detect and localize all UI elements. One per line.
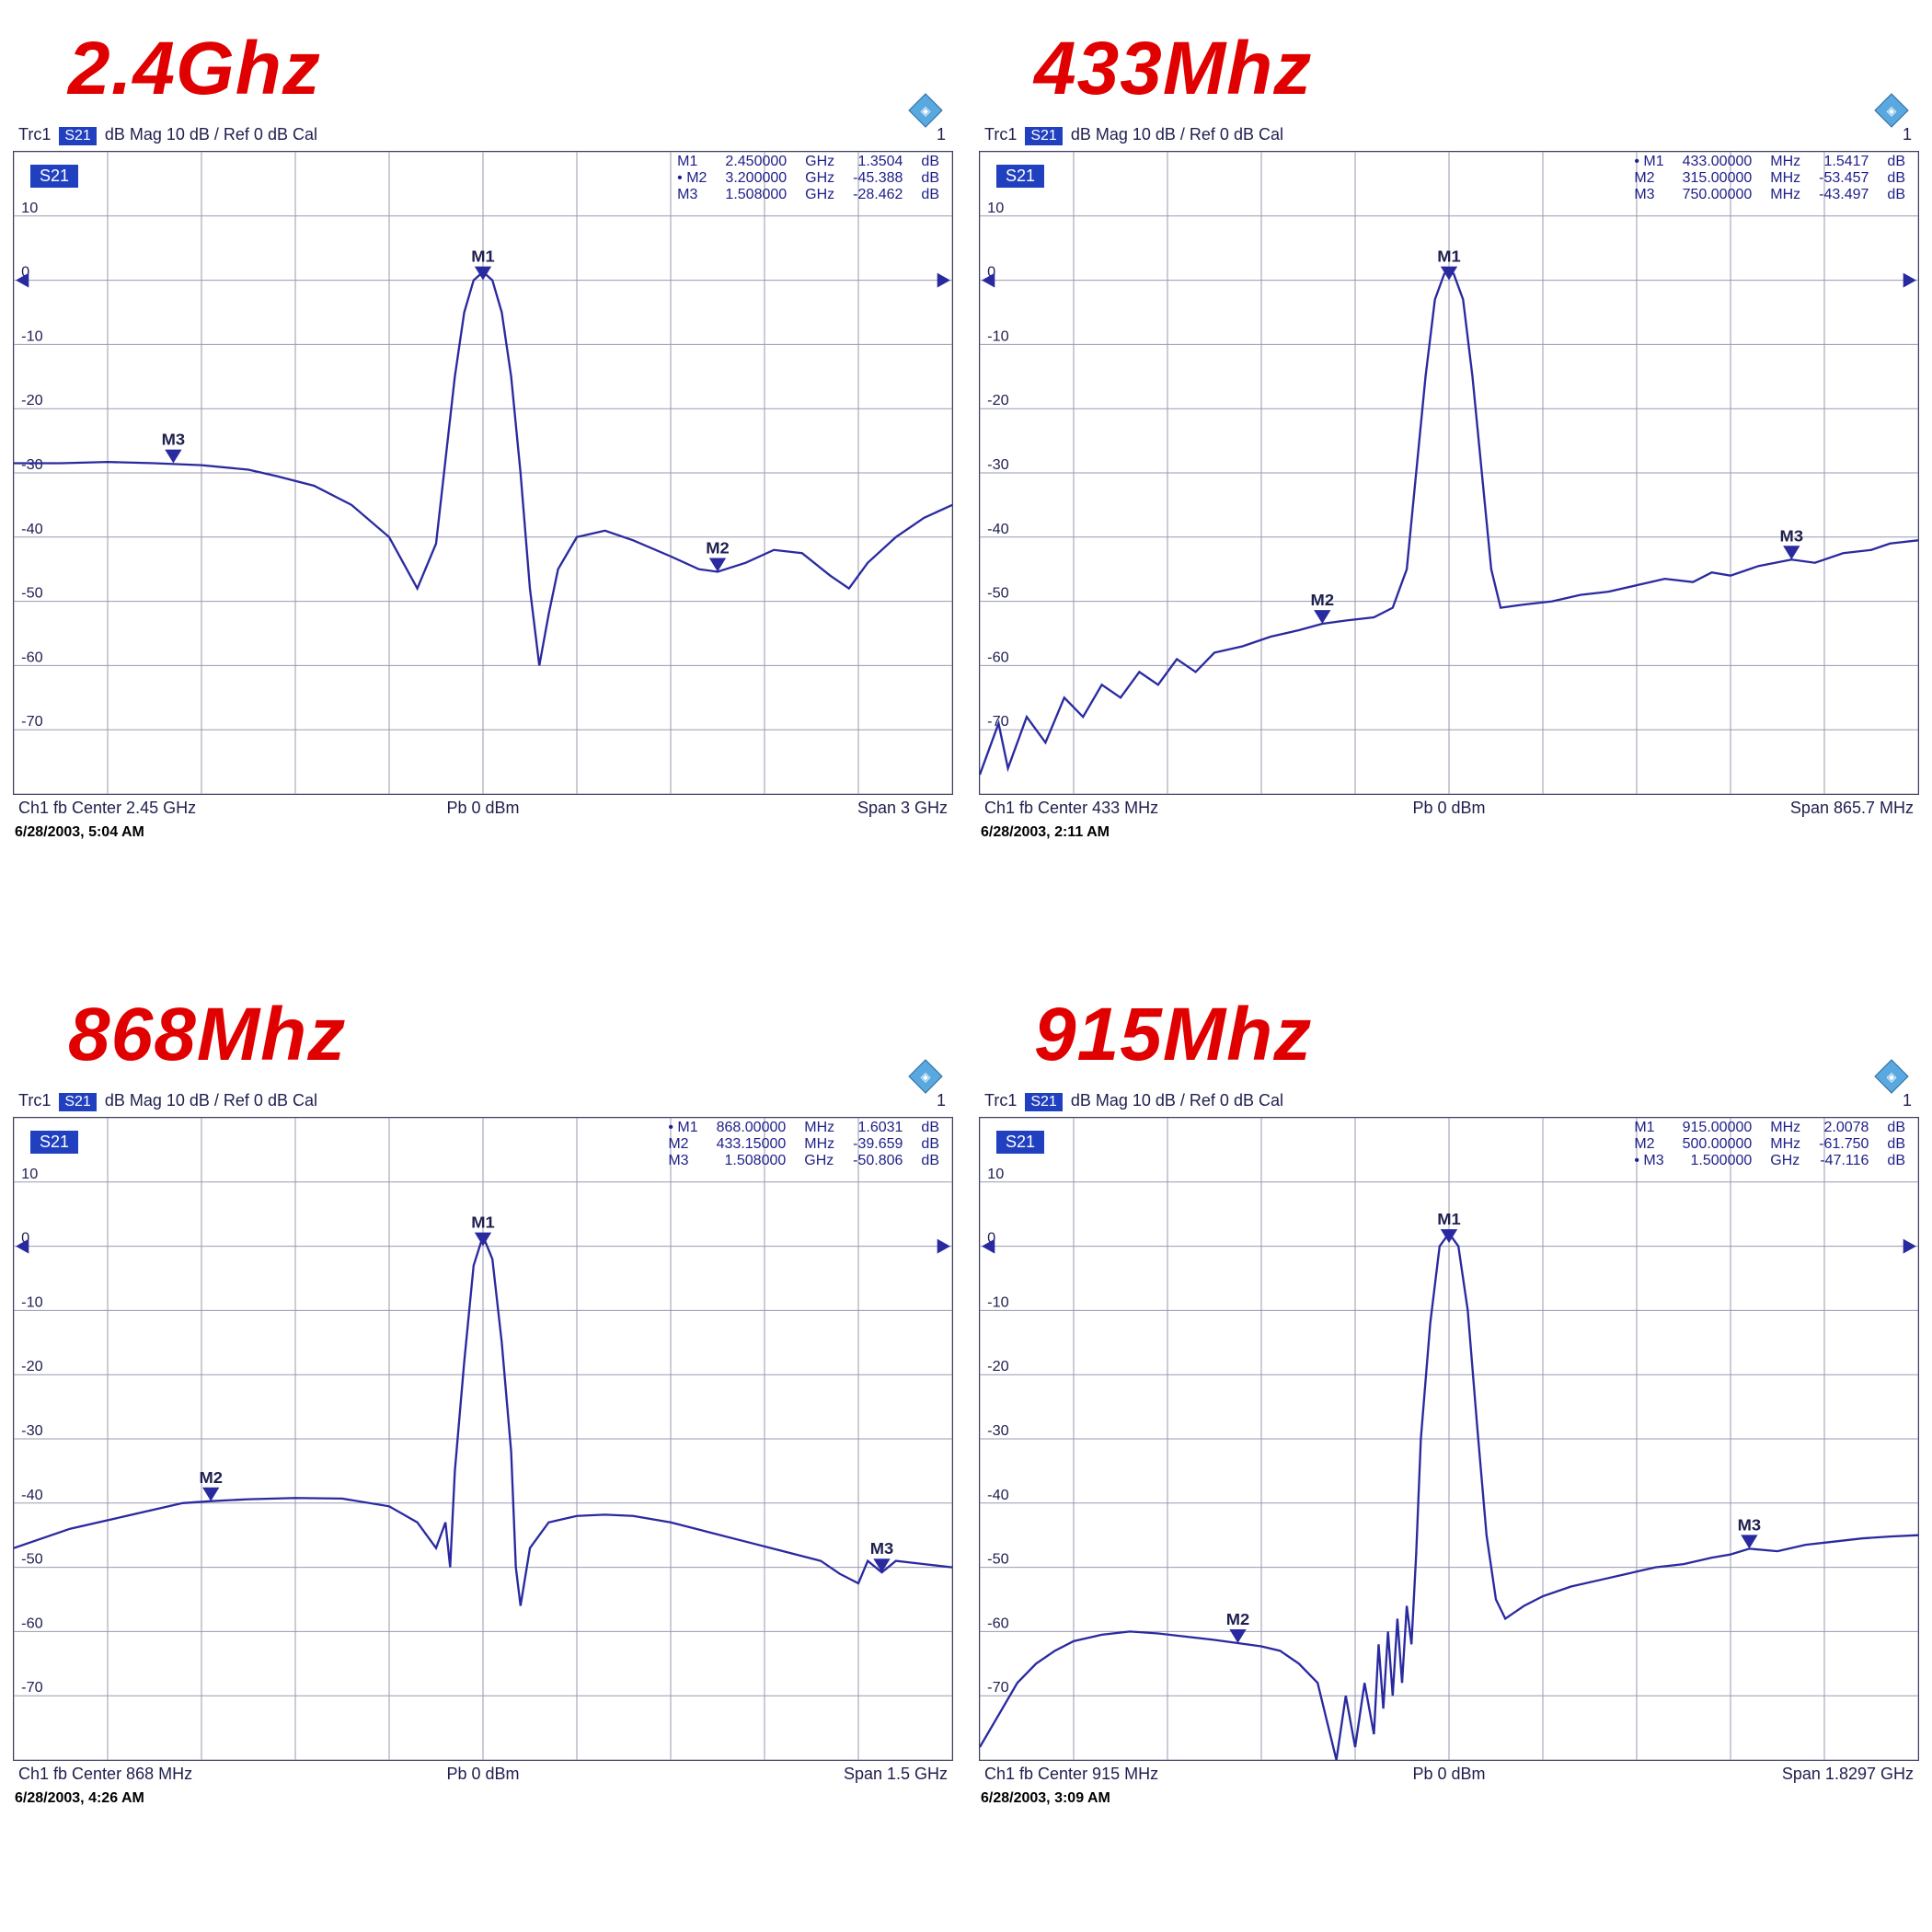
svg-text:10: 10 [21, 200, 38, 216]
svg-text:-40: -40 [21, 521, 43, 537]
svg-text:M3: M3 [1738, 1516, 1761, 1535]
trace-header: Trc1 S21 dB Mag 10 dB / Ref 0 dB Cal [984, 1091, 1283, 1111]
marker-row: M1915.00000MHz2.0078dB [1625, 1120, 1915, 1136]
s21-badge: S21 [30, 165, 78, 188]
s21-tag: S21 [59, 1093, 96, 1111]
svg-text:◈: ◈ [1887, 1069, 1897, 1084]
marker-row: M2500.00000MHz-61.750dB [1625, 1136, 1915, 1153]
svg-text:-10: -10 [987, 1294, 1009, 1311]
marker-row: M3750.00000MHz-43.497dB [1625, 187, 1915, 203]
channel-number: 1 [1903, 1091, 1912, 1110]
svg-text:M3: M3 [870, 1539, 893, 1558]
svg-text:-10: -10 [21, 328, 43, 345]
chart-footer: Ch1 fb Center 868 MHzPb 0 dBmSpan 1.5 GH… [13, 1761, 953, 1788]
marker-row: M2315.00000MHz-53.457dB [1625, 170, 1915, 187]
svg-text:10: 10 [987, 200, 1004, 216]
svg-text:-20: -20 [21, 392, 43, 408]
marker-row: • M1433.00000MHz1.5417dB [1625, 154, 1915, 170]
s21-badge: S21 [30, 1131, 78, 1154]
svg-text:-70: -70 [21, 1679, 43, 1696]
panel-p868: 868Mhz◈ Trc1 S21 dB Mag 10 dB / Ref 0 dB … [0, 966, 966, 1932]
svg-text:◈: ◈ [921, 1069, 931, 1084]
svg-text:-50: -50 [21, 585, 43, 602]
svg-text:-30: -30 [987, 1422, 1009, 1439]
marker-readout-table: M12.450000GHz1.3504dB• M23.200000GHz-45.… [668, 154, 949, 203]
svg-text:◈: ◈ [921, 103, 931, 118]
plot-area: S21 M1915.00000MHz2.0078dBM2500.00000MHz-… [979, 1117, 1919, 1761]
svg-text:-40: -40 [987, 1487, 1009, 1503]
svg-text:M2: M2 [1226, 1610, 1249, 1628]
svg-text:M1: M1 [1437, 247, 1460, 266]
chart-title: 868Mhz [68, 992, 953, 1078]
channel-number: 1 [1903, 125, 1912, 144]
svg-text:-40: -40 [21, 1487, 43, 1503]
s21-badge: S21 [996, 1131, 1044, 1154]
svg-text:M1: M1 [471, 1213, 494, 1232]
svg-text:◈: ◈ [1887, 103, 1897, 118]
timestamp: 6/28/2003, 3:09 AM [979, 1790, 1919, 1807]
svg-text:-50: -50 [21, 1551, 43, 1568]
chart-title: 433Mhz [1034, 26, 1919, 112]
svg-text:-60: -60 [987, 650, 1009, 666]
chart-footer: Ch1 fb Center 433 MHzPb 0 dBmSpan 865.7 … [979, 795, 1919, 822]
s21-tag: S21 [1025, 1093, 1062, 1111]
plot-area: S21 • M1868.00000MHz1.6031dBM2433.15000MH… [13, 1117, 953, 1761]
svg-text:-20: -20 [987, 1358, 1009, 1374]
timestamp: 6/28/2003, 4:26 AM [13, 1790, 953, 1807]
chart-footer: Ch1 fb Center 915 MHzPb 0 dBmSpan 1.8297… [979, 1761, 1919, 1788]
svg-text:-70: -70 [21, 713, 43, 730]
marker-row: M31.508000GHz-50.806dB [659, 1153, 949, 1169]
marker-row: • M31.500000GHz-47.116dB [1625, 1153, 1915, 1169]
svg-text:M3: M3 [1780, 526, 1803, 545]
timestamp: 6/28/2003, 2:11 AM [979, 824, 1919, 841]
channel-number: 1 [937, 1091, 946, 1110]
svg-text:M1: M1 [1437, 1210, 1460, 1228]
marker-readout-table: M1915.00000MHz2.0078dBM2500.00000MHz-61.… [1625, 1120, 1915, 1169]
svg-text:-50: -50 [987, 585, 1009, 602]
svg-text:M2: M2 [199, 1468, 222, 1487]
channel-number: 1 [937, 125, 946, 144]
trace-header: Trc1 S21 dB Mag 10 dB / Ref 0 dB Cal [18, 125, 317, 145]
svg-text:-70: -70 [987, 1679, 1009, 1696]
svg-text:10: 10 [987, 1166, 1004, 1182]
chart-footer: Ch1 fb Center 2.45 GHzPb 0 dBmSpan 3 GHz [13, 795, 953, 822]
svg-text:10: 10 [21, 1166, 38, 1182]
svg-text:-60: -60 [21, 650, 43, 666]
svg-text:M3: M3 [162, 431, 185, 449]
plot-area: S21 • M1433.00000MHz1.5417dBM2315.00000MH… [979, 151, 1919, 795]
marker-readout-table: • M1868.00000MHz1.6031dBM2433.15000MHz-3… [659, 1120, 949, 1169]
timestamp: 6/28/2003, 5:04 AM [13, 824, 953, 841]
svg-text:-30: -30 [21, 456, 43, 473]
marker-row: M2433.15000MHz-39.659dB [659, 1136, 949, 1153]
svg-text:-30: -30 [21, 1422, 43, 1439]
svg-text:-10: -10 [987, 328, 1009, 345]
svg-text:-30: -30 [987, 456, 1009, 473]
svg-text:-10: -10 [21, 1294, 43, 1311]
trace-header: Trc1 S21 dB Mag 10 dB / Ref 0 dB Cal [984, 125, 1283, 145]
marker-row: M12.450000GHz1.3504dB [668, 154, 949, 170]
s21-badge: S21 [996, 165, 1044, 188]
marker-row: M31.508000GHz-28.462dB [668, 187, 949, 203]
marker-row: • M23.200000GHz-45.388dB [668, 170, 949, 187]
svg-text:-20: -20 [987, 392, 1009, 408]
s21-tag: S21 [1025, 127, 1062, 145]
s21-tag: S21 [59, 127, 96, 145]
svg-text:-60: -60 [21, 1616, 43, 1632]
chart-title: 2.4Ghz [68, 26, 953, 112]
panel-p433: 433Mhz◈ Trc1 S21 dB Mag 10 dB / Ref 0 dB … [966, 0, 1932, 966]
chart-title: 915Mhz [1034, 992, 1919, 1078]
svg-text:-60: -60 [987, 1616, 1009, 1632]
marker-readout-table: • M1433.00000MHz1.5417dBM2315.00000MHz-5… [1625, 154, 1915, 203]
trace-header: Trc1 S21 dB Mag 10 dB / Ref 0 dB Cal [18, 1091, 317, 1111]
svg-text:M2: M2 [706, 539, 729, 558]
panel-p24: 2.4Ghz◈ Trc1 S21 dB Mag 10 dB / Ref 0 dB … [0, 0, 966, 966]
svg-text:-40: -40 [987, 521, 1009, 537]
svg-text:M2: M2 [1311, 591, 1334, 609]
svg-text:-50: -50 [987, 1551, 1009, 1568]
svg-text:-20: -20 [21, 1358, 43, 1374]
svg-text:M1: M1 [471, 247, 494, 266]
plot-area: S21 M12.450000GHz1.3504dB• M23.200000GHz-… [13, 151, 953, 795]
marker-row: • M1868.00000MHz1.6031dB [659, 1120, 949, 1136]
panel-p915: 915Mhz◈ Trc1 S21 dB Mag 10 dB / Ref 0 dB … [966, 966, 1932, 1932]
